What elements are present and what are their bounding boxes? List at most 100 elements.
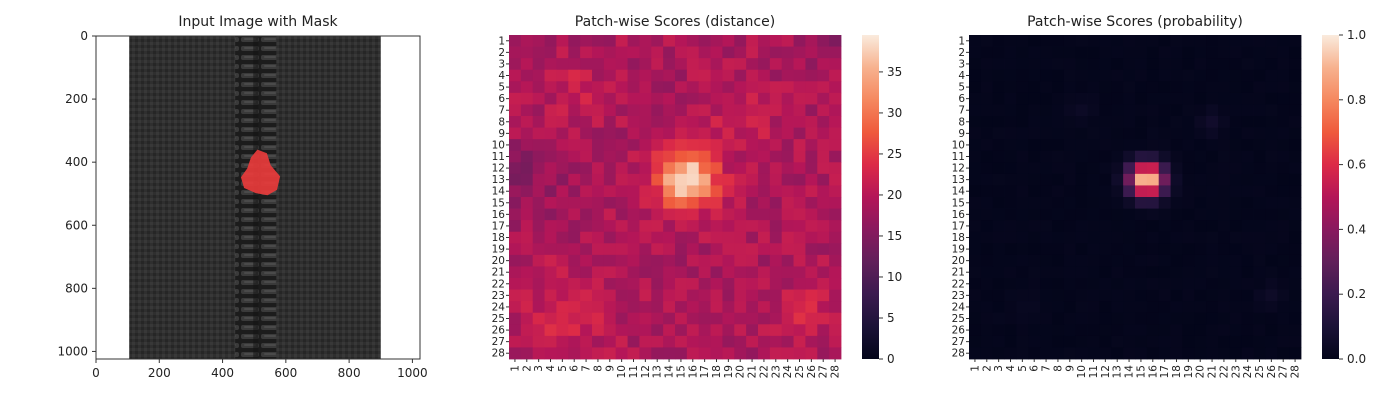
heatmap-cell (627, 208, 640, 221)
heatmap-cell (1075, 289, 1088, 302)
heatmap-cell (769, 266, 783, 279)
heatmap-cell (1087, 173, 1100, 186)
heatmap-cell (805, 58, 818, 71)
heatmap-cell (1123, 335, 1136, 348)
heatmap-cell (1182, 301, 1195, 314)
heatmap-cell (580, 81, 593, 94)
heatmap-cell (1158, 35, 1171, 47)
row-tick-label: 17 (492, 220, 505, 232)
heatmap-cell (1016, 150, 1029, 163)
heatmap-cell (817, 162, 830, 175)
heatmap-cell (603, 335, 617, 348)
heatmap-cell (1146, 231, 1160, 244)
row-tick-label: 5 (958, 82, 965, 94)
heatmap-cell (1229, 104, 1243, 117)
heatmap-cell (805, 347, 818, 360)
heatmap-cell (698, 46, 711, 59)
heatmap-cell (746, 266, 759, 279)
heatmap-cell (580, 69, 593, 82)
heatmap-cell (1218, 301, 1231, 314)
heatmap-cell (544, 335, 557, 348)
heatmap-cell (580, 278, 593, 290)
heatmap-cell (663, 69, 676, 82)
heatmap-cell (1028, 324, 1041, 337)
heatmap-cell (1075, 347, 1088, 360)
heatmap-cell (1004, 335, 1017, 348)
row-tick-label: 9 (498, 128, 505, 140)
heatmap-cell (1146, 139, 1160, 152)
heatmap-cell (1135, 104, 1148, 117)
heatmap-cell (651, 289, 664, 302)
heatmap-cell (1206, 301, 1219, 314)
heatmap-cell (544, 150, 557, 163)
heatmap-cell (1123, 208, 1136, 221)
heatmap-cell (1206, 335, 1219, 348)
col-tick-label: 23 (1230, 365, 1242, 378)
heatmap-cell (556, 197, 569, 209)
heatmap-cell (980, 347, 994, 360)
heatmap-cell (1158, 231, 1171, 244)
row-tick-label: 1 (498, 35, 505, 47)
heatmap-cell (734, 104, 747, 117)
heatmap-cell (1063, 139, 1077, 152)
row-tick-label: 11 (952, 151, 965, 163)
heatmap-cell (1040, 301, 1053, 314)
heatmap-cell (532, 278, 545, 290)
heatmap-cell (1241, 335, 1254, 348)
heatmap-cell (1075, 116, 1088, 128)
col-tick-label: 9 (604, 365, 616, 372)
heatmap-cell (992, 243, 1005, 256)
heatmap-cell (1289, 231, 1302, 244)
heatmap-cell (746, 243, 759, 256)
heatmap-cell (651, 335, 664, 348)
heatmap-cell (1052, 35, 1065, 47)
heatmap-cell (592, 266, 605, 279)
heatmap-cell (980, 289, 994, 302)
heatmap-cell (1040, 312, 1053, 325)
heatmap-cell (722, 208, 735, 221)
col-tick-label: 27 (1278, 365, 1290, 378)
heatmap-cell (1182, 173, 1195, 186)
heatmap-cell (1253, 197, 1266, 209)
heatmap-cell (1123, 266, 1136, 279)
heatmap-cell (1218, 58, 1231, 71)
heatmap-cell (1182, 69, 1195, 82)
heatmap-cell (829, 254, 842, 267)
heatmap-cell (544, 220, 557, 233)
heatmap-cell (663, 301, 676, 314)
heatmap-cell (1016, 139, 1029, 152)
heatmap-cell (1075, 81, 1088, 94)
heatmap-cell (698, 127, 711, 140)
heatmap-cell (698, 197, 711, 209)
heatmap-cell (1277, 150, 1290, 163)
heatmap-cell (758, 289, 771, 302)
heatmap-cell (805, 335, 818, 348)
heatmap-cell (1135, 185, 1148, 198)
heatmap-cell (1182, 150, 1195, 163)
heatmap-cell (1170, 185, 1183, 198)
heatmap-cell (793, 92, 806, 105)
heatmap-cell (1075, 220, 1088, 233)
heatmap-cell (509, 254, 522, 267)
heatmap-cell (769, 220, 783, 233)
heatmap-cell (710, 173, 723, 186)
heatmap-cell (1146, 81, 1160, 94)
panel-title-input: Input Image with Mask (178, 14, 338, 30)
heatmap-cell (1182, 208, 1195, 221)
heatmap-cell (1253, 220, 1266, 233)
col-tick-label: 18 (711, 365, 723, 378)
row-tick-label: 10 (952, 139, 965, 151)
heatmap-cell (639, 162, 652, 175)
heatmap-cell (592, 127, 605, 140)
heatmap-cell (1289, 162, 1302, 175)
heatmap-cell (781, 58, 794, 71)
heatmap-cell (651, 46, 664, 59)
heatmap-cell (639, 266, 652, 279)
heatmap-cell (1004, 139, 1017, 152)
heatmap-cell (1229, 173, 1243, 186)
heatmap-cell (532, 185, 545, 198)
heatmap-cell (1253, 81, 1266, 94)
colorbar-tick-label: 0.4 (1347, 222, 1366, 236)
col-tick-label: 18 (1171, 365, 1183, 378)
heatmap-cell (1111, 104, 1124, 117)
